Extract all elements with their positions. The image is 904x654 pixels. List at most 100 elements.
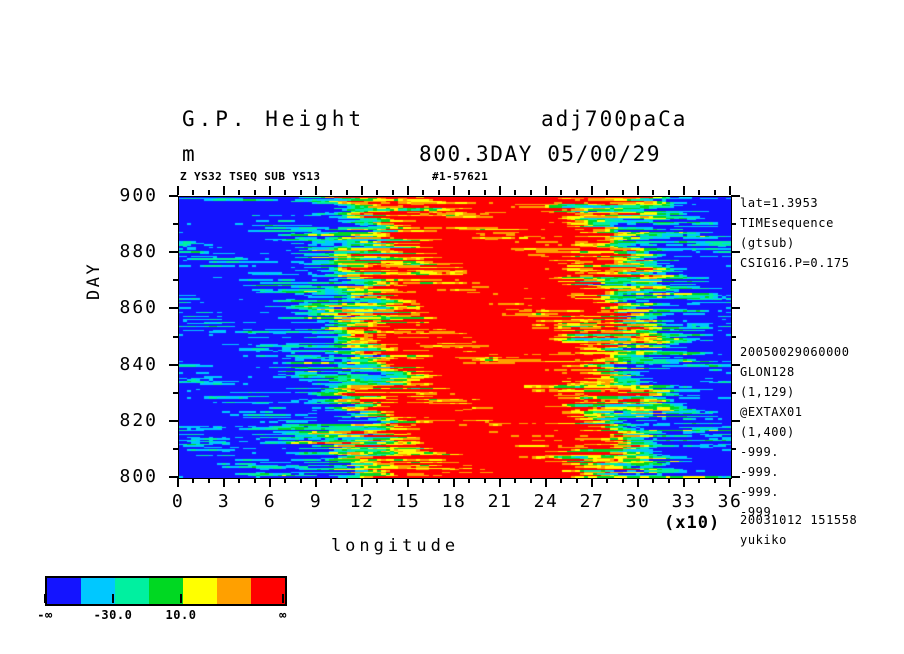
y-axis-minor-tick: [173, 447, 178, 450]
x-axis-minor-tick: [422, 190, 425, 195]
y-axis-tick: [169, 419, 178, 422]
y-axis-label: 820: [119, 409, 158, 431]
x-axis-minor-tick: [284, 478, 287, 483]
x-axis-tick: [729, 478, 731, 487]
x-axis-minor-tick: [253, 478, 256, 483]
y-axis-label: 860: [119, 297, 158, 319]
footer-timestamp: 20031012 151558: [740, 513, 858, 527]
x-axis-minor-tick: [468, 478, 471, 483]
colorbar-band: [217, 578, 251, 604]
y-axis-tick: [731, 307, 740, 310]
x-axis-minor-tick: [667, 478, 670, 483]
y-axis-title: DAY: [84, 261, 104, 300]
colorbar-band: [47, 578, 81, 604]
annotation-line: CSIG16.P=0.175: [740, 256, 850, 270]
colorbar-tick: [179, 594, 182, 603]
y-axis-tick: [169, 307, 178, 310]
y-axis-tick: [731, 195, 740, 197]
x-axis-tick: [545, 186, 547, 195]
colorbar-tick: [44, 594, 46, 603]
annotation-line: TIMEsequence: [740, 216, 834, 230]
y-axis-minor-tick: [731, 279, 736, 282]
y-axis-minor-tick: [173, 223, 178, 226]
y-axis-minor-tick: [731, 447, 736, 450]
y-axis-minor-tick: [731, 223, 736, 226]
colorbar: [45, 576, 287, 606]
units-label: m: [182, 142, 199, 166]
annotation-line: (1,400): [740, 425, 795, 439]
colorbar-band: [149, 578, 183, 604]
x-axis-minor-tick: [483, 478, 486, 483]
x-axis-label: 24: [533, 491, 559, 512]
x-axis-label: 3: [217, 491, 231, 512]
x-axis-minor-tick: [698, 478, 701, 483]
annotation-line: -999.: [740, 485, 780, 499]
annotation-line: -999.: [740, 505, 780, 519]
x-axis-minor-tick: [575, 190, 578, 195]
annotation-line: 20050029060000: [740, 345, 850, 359]
x-axis-minor-tick: [514, 478, 517, 483]
x-axis-label: 0: [171, 491, 185, 512]
x-axis-minor-tick: [299, 478, 302, 483]
x-axis-minor-tick: [330, 478, 333, 483]
y-axis-tick: [731, 476, 740, 478]
x-axis-minor-tick: [621, 478, 624, 483]
annotation-line: lat=1.3953: [740, 196, 819, 210]
footer-username: yukiko: [740, 533, 787, 547]
x-axis-tick: [407, 478, 409, 487]
x-axis-tick: [361, 186, 363, 195]
x-axis-minor-tick: [713, 478, 716, 483]
x-axis-multiplier: (x10): [664, 513, 721, 533]
x-axis-minor-tick: [560, 478, 563, 483]
x-axis-tick: [637, 478, 639, 487]
x-axis-label: 15: [395, 491, 421, 512]
x-axis-tick: [499, 186, 501, 195]
x-axis-minor-tick: [238, 190, 241, 195]
colorbar-band: [251, 578, 285, 604]
x-axis-minor-tick: [468, 190, 471, 195]
heatmap-canvas: [179, 197, 731, 478]
x-axis-minor-tick: [284, 190, 287, 195]
x-axis-label: 18: [441, 491, 467, 512]
colorbar-band: [183, 578, 217, 604]
x-axis-tick: [729, 186, 731, 195]
x-axis-minor-tick: [238, 478, 241, 483]
x-axis-minor-tick: [652, 190, 655, 195]
x-axis-minor-tick: [713, 190, 716, 195]
x-axis-minor-tick: [529, 190, 532, 195]
x-axis-minor-tick: [483, 190, 486, 195]
colorbar-band: [115, 578, 149, 604]
page-title: G.P. Height: [182, 107, 366, 131]
x-axis-minor-tick: [606, 190, 609, 195]
x-axis-label: 6: [263, 491, 277, 512]
x-axis-label: 30: [625, 491, 651, 512]
x-axis-minor-tick: [376, 190, 379, 195]
x-axis-minor-tick: [376, 478, 379, 483]
x-axis-tick: [591, 186, 593, 195]
x-axis-tick: [177, 478, 179, 487]
colorbar-label: 10.0: [165, 608, 197, 622]
x-axis-tick: [223, 186, 225, 195]
y-axis-tick: [169, 363, 178, 366]
y-axis-minor-tick: [173, 391, 178, 394]
x-axis-tick: [453, 478, 455, 487]
x-axis-minor-tick: [299, 190, 302, 195]
x-axis-tick: [315, 186, 317, 195]
x-axis-label: 12: [349, 491, 375, 512]
x-axis-minor-tick: [437, 478, 440, 483]
x-axis-minor-tick: [667, 190, 670, 195]
y-axis-tick: [731, 419, 740, 422]
x-axis-minor-tick: [437, 190, 440, 195]
y-axis-label: 880: [119, 241, 158, 263]
x-axis-label: 36: [717, 491, 743, 512]
y-axis-label: 900: [119, 185, 158, 206]
x-axis-minor-tick: [207, 190, 210, 195]
x-axis-tick: [683, 186, 685, 195]
x-axis-label: 33: [671, 491, 697, 512]
x-axis-minor-tick: [698, 190, 701, 195]
x-axis-tick: [683, 478, 685, 487]
colorbar-label: -∞: [37, 608, 53, 622]
annotation-line: @EXTAX01: [740, 405, 803, 419]
x-axis-minor-tick: [330, 190, 333, 195]
x-axis-tick: [361, 478, 363, 487]
